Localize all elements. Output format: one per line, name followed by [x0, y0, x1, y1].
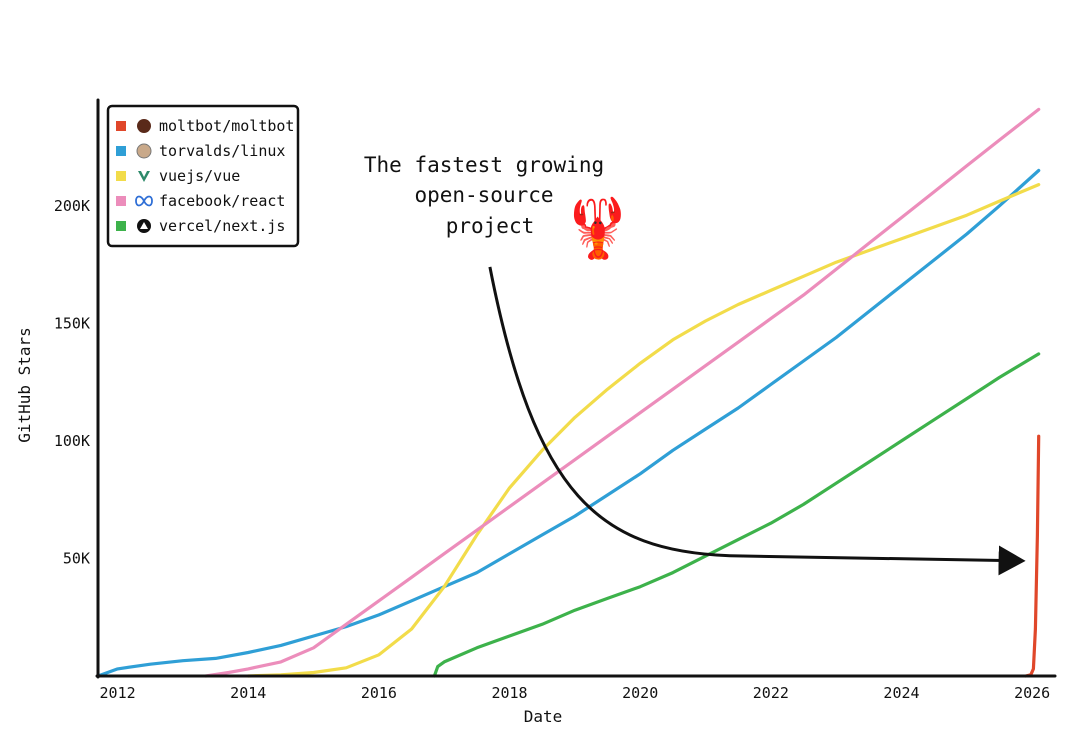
lobster-icon: 🦞 [562, 194, 634, 262]
legend: moltbot/moltbot torvalds/linux vuejs/vue fa… [106, 104, 300, 248]
legend-swatch [116, 121, 126, 131]
annotation-line-3: project [446, 214, 535, 238]
legend-entry: vercel/next.js [116, 217, 285, 235]
series-line-2 [246, 183, 1041, 678]
meta-logo-icon [135, 195, 153, 207]
x-axis-label: Date [524, 707, 563, 726]
x-tick-label: 2022 [753, 684, 789, 702]
x-tick-label: 2014 [230, 684, 266, 702]
legend-swatch [116, 171, 126, 181]
annotation-line-1: The fastest growing [364, 153, 604, 177]
annotation-line-2: open-source [414, 183, 553, 207]
series-line-0 [1023, 434, 1041, 678]
x-tick-label: 2016 [361, 684, 397, 702]
legend-label: vercel/next.js [159, 217, 285, 235]
annotation: The fastest growing open-source project … [364, 153, 1026, 576]
legend-entry: moltbot/moltbot [116, 117, 294, 135]
vue-logo-icon [138, 171, 150, 182]
legend-label: moltbot/moltbot [159, 117, 294, 135]
linux-avatar-icon [136, 143, 152, 159]
series-layer [96, 107, 1041, 678]
legend-entry: facebook/react [116, 192, 285, 210]
series-line-3 [204, 107, 1041, 678]
legend-swatch [116, 221, 126, 231]
axes [95, 98, 1057, 679]
legend-entry: vuejs/vue [116, 167, 240, 185]
y-tick-label: 150K [54, 314, 90, 332]
y-axis-label: GitHub Stars [15, 327, 34, 443]
x-tick-label: 2026 [1014, 684, 1050, 702]
legend-label: facebook/react [159, 192, 285, 210]
tick-labels: 2012 2014 2016 2018 2020 2022 2024 2026 50K 100K 1… [54, 197, 1050, 702]
y-tick-label: 200K [54, 197, 90, 215]
series-line-1 [96, 168, 1041, 678]
legend-label: torvalds/linux [159, 142, 285, 160]
legend-label: vuejs/vue [159, 167, 240, 185]
vercel-logo-triangle [140, 222, 148, 229]
series-line-4 [432, 352, 1041, 678]
legend-entry: torvalds/linux [116, 142, 285, 160]
legend-swatch [116, 146, 126, 156]
y-tick-label: 50K [63, 549, 90, 567]
y-tick-label: 100K [54, 432, 90, 450]
x-tick-label: 2020 [622, 684, 658, 702]
annotation-arrow [488, 266, 1026, 576]
x-tick-label: 2012 [100, 684, 136, 702]
legend-box [106, 104, 300, 248]
x-tick-label: 2024 [883, 684, 919, 702]
x-tick-label: 2018 [491, 684, 527, 702]
legend-swatch [116, 196, 126, 206]
moltbot-avatar-icon [137, 119, 151, 133]
